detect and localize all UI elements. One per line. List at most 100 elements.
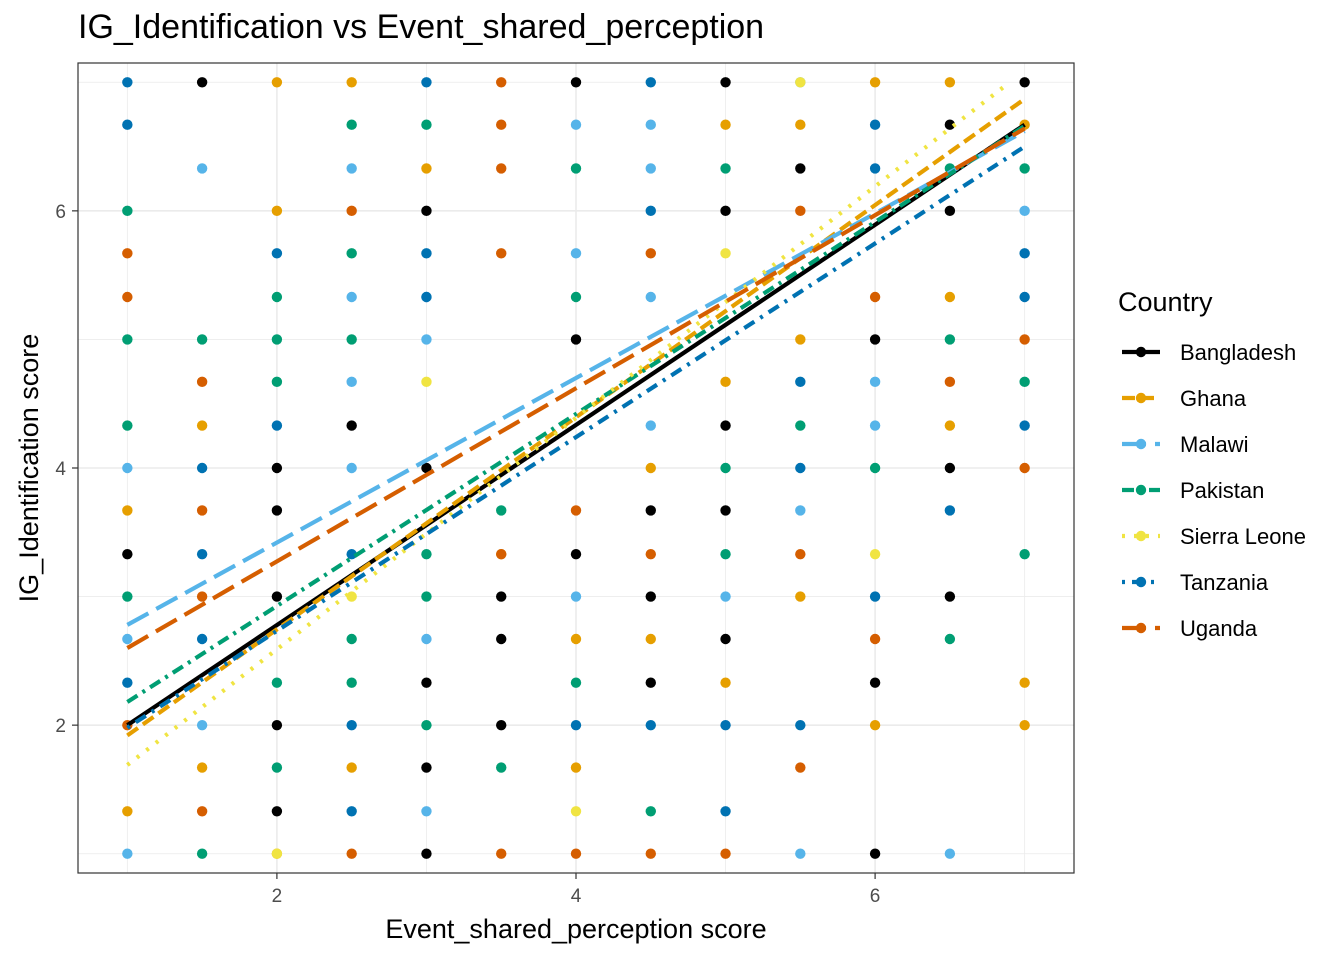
data-point-tanzania bbox=[869, 119, 881, 130]
data-point-uganda bbox=[496, 77, 507, 88]
data-point-tanzania bbox=[645, 205, 656, 217]
data-point-bangladesh bbox=[944, 462, 956, 474]
legend-key-point bbox=[1135, 576, 1147, 588]
data-point-sierra-leone bbox=[795, 77, 806, 88]
data-point-tanzania bbox=[196, 633, 208, 645]
data-point-pakistan bbox=[271, 376, 283, 388]
data-point-bangladesh bbox=[122, 548, 133, 560]
data-point-bangladesh bbox=[421, 762, 432, 773]
data-point-pakistan bbox=[122, 591, 133, 602]
x-tick-label: 4 bbox=[571, 886, 582, 907]
data-point-malawi bbox=[346, 163, 357, 174]
data-point-tanzania bbox=[421, 291, 432, 303]
data-point-uganda bbox=[496, 119, 507, 130]
data-point-ghana bbox=[346, 77, 357, 88]
trend-line-bangladesh bbox=[126, 122, 1026, 727]
data-point-ghana bbox=[122, 505, 133, 516]
data-point-pakistan bbox=[421, 119, 432, 130]
data-point-bangladesh bbox=[869, 334, 881, 345]
data-point-bangladesh bbox=[496, 719, 507, 731]
data-point-tanzania bbox=[122, 119, 133, 130]
data-point-tanzania bbox=[346, 719, 357, 731]
data-point-malawi bbox=[795, 848, 806, 859]
data-point-pakistan bbox=[869, 462, 881, 474]
data-point-pakistan bbox=[944, 633, 956, 645]
data-point-malawi bbox=[196, 163, 208, 174]
data-point-uganda bbox=[196, 591, 208, 602]
legend-item-malawi: Malawi bbox=[1122, 432, 1248, 457]
data-point-pakistan bbox=[122, 420, 133, 431]
data-point-bangladesh bbox=[271, 806, 283, 817]
trend-line-tanzania bbox=[126, 144, 1026, 730]
legend-label: Sierra Leone bbox=[1180, 524, 1306, 549]
legend-item-sierra-leone: Sierra Leone bbox=[1122, 524, 1306, 549]
data-point-bangladesh bbox=[421, 677, 432, 688]
data-point-bangladesh bbox=[869, 677, 881, 688]
data-point-tanzania bbox=[271, 420, 283, 431]
data-point-ghana bbox=[421, 163, 432, 174]
data-point-bangladesh bbox=[570, 548, 582, 560]
data-point-malawi bbox=[645, 119, 656, 130]
data-point-bangladesh bbox=[421, 848, 432, 859]
data-point-uganda bbox=[570, 848, 582, 859]
data-point-uganda bbox=[1019, 334, 1030, 345]
data-point-tanzania bbox=[122, 77, 133, 88]
data-point-tanzania bbox=[346, 548, 357, 560]
data-point-pakistan bbox=[944, 334, 956, 345]
legend-key-point bbox=[1135, 392, 1147, 404]
data-point-tanzania bbox=[720, 806, 731, 817]
data-point-bangladesh bbox=[570, 77, 582, 88]
data-point-bangladesh bbox=[720, 420, 731, 431]
legend-key-point bbox=[1135, 530, 1147, 542]
data-point-uganda bbox=[122, 248, 133, 259]
data-point-uganda bbox=[869, 633, 881, 645]
trend-line-ghana bbox=[126, 97, 1026, 738]
data-point-uganda bbox=[196, 806, 208, 817]
data-point-uganda bbox=[196, 376, 208, 388]
data-point-bangladesh bbox=[720, 633, 731, 645]
data-point-ghana bbox=[944, 291, 956, 303]
data-point-tanzania bbox=[720, 719, 731, 731]
trend-line-uganda bbox=[126, 126, 1026, 650]
data-point-tanzania bbox=[1019, 248, 1030, 259]
data-point-malawi bbox=[346, 376, 357, 388]
trend-line-malawi bbox=[126, 129, 1026, 627]
data-point-tanzania bbox=[271, 248, 283, 259]
data-point-malawi bbox=[421, 806, 432, 817]
data-point-malawi bbox=[570, 591, 582, 602]
data-point-bangladesh bbox=[645, 677, 656, 688]
data-point-tanzania bbox=[1019, 291, 1030, 303]
data-point-pakistan bbox=[346, 119, 357, 130]
data-point-sierra-leone bbox=[720, 248, 731, 259]
data-point-ghana bbox=[271, 205, 283, 217]
data-point-bangladesh bbox=[944, 119, 956, 130]
data-point-tanzania bbox=[570, 719, 582, 731]
data-point-pakistan bbox=[122, 334, 133, 345]
data-point-malawi bbox=[122, 633, 133, 645]
legend-title: Country bbox=[1118, 287, 1213, 317]
data-point-ghana bbox=[869, 77, 881, 88]
y-tick-label: 6 bbox=[55, 202, 66, 223]
data-point-ghana bbox=[1019, 719, 1030, 731]
data-point-malawi bbox=[645, 291, 656, 303]
data-point-pakistan bbox=[795, 420, 806, 431]
data-point-uganda bbox=[496, 163, 507, 174]
data-point-malawi bbox=[122, 462, 133, 474]
data-point-tanzania bbox=[122, 677, 133, 688]
chart-title: IG_Identification vs Event_shared_percep… bbox=[78, 8, 765, 46]
data-point-bangladesh bbox=[421, 205, 432, 217]
data-point-pakistan bbox=[1019, 163, 1030, 174]
data-point-uganda bbox=[1019, 462, 1030, 474]
legend-label: Bangladesh bbox=[1180, 340, 1296, 365]
data-point-bangladesh bbox=[421, 462, 432, 474]
data-point-tanzania bbox=[421, 77, 432, 88]
data-point-pakistan bbox=[421, 719, 432, 731]
data-point-ghana bbox=[196, 762, 208, 773]
data-point-uganda bbox=[645, 848, 656, 859]
data-point-malawi bbox=[570, 119, 582, 130]
data-point-malawi bbox=[346, 291, 357, 303]
legend-item-ghana: Ghana bbox=[1122, 386, 1247, 411]
data-point-bangladesh bbox=[346, 420, 357, 431]
data-point-sierra-leone bbox=[869, 548, 881, 560]
data-point-bangladesh bbox=[944, 205, 956, 217]
